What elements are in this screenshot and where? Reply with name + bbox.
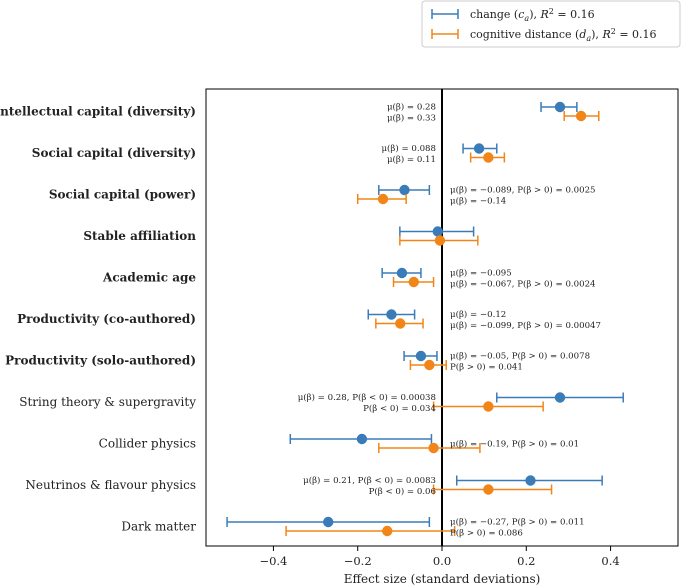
annotation-text: μ(β) = 0.28, P(β < 0) = 0.00038: [298, 392, 436, 403]
annotation-text: μ(β) = 0.33: [387, 113, 436, 124]
point-estimate: [356, 433, 368, 445]
legend-entry: change (ca), R2 = 0.16: [470, 7, 595, 23]
annotation-text: μ(β) = −0.14: [450, 196, 507, 207]
annotation-text: P(β > 0) = 0.041: [450, 362, 523, 373]
annotation-text: μ(β) = 0.088: [381, 143, 436, 154]
point-estimate: [424, 359, 435, 371]
point-estimate: [377, 193, 389, 205]
point-estimate: [575, 110, 587, 122]
x-tick-label: 0.0: [433, 554, 451, 568]
legend-frame: [421, 0, 681, 48]
point-estimate: [382, 525, 393, 537]
annotation-text: P(β < 0) = 0.06: [369, 486, 436, 497]
row-label: Academic age: [102, 271, 196, 285]
point-estimate: [434, 235, 446, 246]
annotation-text: μ(β) = −0.095: [450, 268, 512, 279]
point-estimate: [473, 143, 485, 154]
point-estimate: [408, 276, 419, 288]
row-label: Productivity (solo-authored): [5, 354, 196, 368]
x-tick-label: −0.4: [259, 554, 287, 568]
annotation-text: μ(β) = 0.28: [387, 102, 436, 113]
annotation-text: μ(β) = −0.099, P(β > 0) = 0.00047: [450, 320, 601, 331]
row-label: Social capital (diversity): [32, 146, 196, 160]
row-label: String theory & supergravity: [19, 395, 196, 409]
x-tick-label: 0.2: [517, 554, 535, 568]
point-estimate: [323, 516, 334, 528]
row-label: Intellectual capital (diversity): [0, 105, 196, 119]
point-estimate: [525, 475, 536, 486]
annotation-text: P(β > 0) = 0.086: [450, 528, 523, 539]
point-estimate: [386, 309, 397, 320]
x-axis-ticks: −0.4 −0.2 0.0 0.2 0.4: [259, 546, 620, 568]
annotation-text: μ(β) = −0.19, P(β > 0) = 0.01: [450, 439, 579, 450]
row-label: Stable affiliation: [83, 229, 196, 243]
row-label: Social capital (power): [49, 188, 196, 202]
annotation-text: μ(β) = −0.27, P(β > 0) = 0.011: [450, 517, 585, 528]
annotation-text: μ(β) = −0.05, P(β > 0) = 0.0078: [450, 351, 590, 362]
point-estimate: [395, 318, 406, 329]
point-estimate: [396, 267, 408, 279]
x-axis-title: Effect size (standard deviations): [344, 572, 541, 586]
point-estimate: [483, 401, 494, 412]
annotation-text: μ(β) = −0.12: [450, 309, 506, 320]
point-estimate: [432, 226, 443, 237]
row-label: Collider physics: [99, 437, 196, 451]
point-estimate: [554, 101, 566, 113]
annotation-text: μ(β) = −0.067, P(β > 0) = 0.0024: [450, 279, 596, 290]
legend-entry: cognitive distance (da), R2 = 0.16: [470, 27, 657, 43]
row-label: Dark matter: [121, 520, 196, 534]
point-estimate: [415, 350, 427, 362]
point-estimate: [554, 392, 566, 403]
row-label: Neutrinos & flavour physics: [25, 478, 196, 492]
point-estimate: [399, 184, 410, 196]
row-labels: Intellectual capital (diversity) Social c…: [0, 105, 196, 534]
data-marks: [226, 101, 624, 537]
point-estimate: [483, 152, 494, 163]
point-estimate: [428, 442, 439, 454]
legend: change (ca), R2 = 0.16 cognitive distance…: [421, 0, 681, 48]
annotation-text: μ(β) = 0.11: [387, 154, 436, 165]
annotation-text: μ(β) = −0.089, P(β > 0) = 0.0025: [450, 185, 596, 196]
row-label: Productivity (co-authored): [17, 312, 196, 326]
x-tick-label: 0.4: [601, 554, 619, 568]
annotation-text: μ(β) = 0.21, P(β < 0) = 0.0083: [303, 475, 436, 486]
annotation-text: P(β < 0) = 0.034: [363, 403, 436, 414]
point-estimate: [483, 484, 494, 495]
x-tick-label: −0.2: [344, 554, 372, 568]
